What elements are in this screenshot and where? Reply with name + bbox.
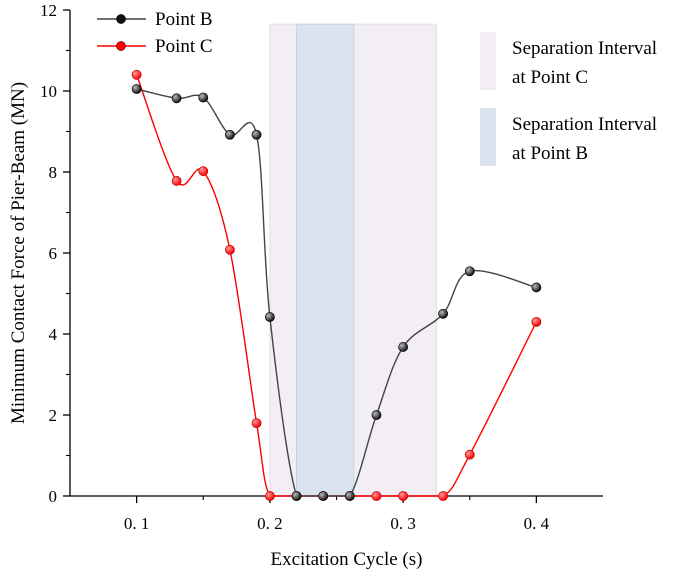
y-tick-label: 4 (49, 325, 58, 344)
point-point-b (264, 312, 275, 322)
point-point-c (131, 69, 142, 80)
x-tick-label: 0. 2 (257, 514, 283, 533)
x-tick-label: 0. 1 (124, 514, 150, 533)
point-point-b (251, 129, 262, 140)
point-point-c (198, 166, 209, 177)
point-point-c (224, 244, 235, 255)
y-tick-label: 8 (49, 163, 58, 182)
y-axis-title: Minimum Contact Force of Pier-Beam (MN) (8, 82, 29, 424)
x-ticks: 0. 1 0. 2 0. 3 0. 4 (124, 496, 550, 533)
point-point-b (344, 491, 355, 501)
y-tick-label: 6 (49, 244, 58, 263)
point-point-b (131, 84, 142, 94)
point-point-b (291, 491, 302, 501)
legend-marker (116, 41, 126, 51)
series-point-b (131, 84, 542, 501)
region-legend-item: Separation Interval at Point C (480, 32, 657, 90)
y-tick-label: 12 (40, 1, 57, 20)
x-tick-label: 0. 3 (390, 514, 416, 533)
point-point-b (224, 129, 235, 140)
region-legend-swatch (480, 108, 496, 166)
point-point-c (531, 316, 542, 327)
point-point-c (398, 491, 409, 501)
legend-marker (116, 14, 126, 24)
y-ticks: 0 2 4 6 8 10 12 (40, 1, 70, 506)
y-tick-label: 10 (40, 82, 57, 101)
legend-item-point-c: Point C (97, 36, 213, 57)
region-separation-interval-at-point-b (296, 23, 355, 497)
point-point-b (531, 282, 542, 293)
x-axis-title: Excitation Cycle (s) (271, 549, 423, 570)
point-point-c (171, 176, 182, 186)
region-legend-label: at Point B (512, 143, 588, 164)
point-point-b (398, 342, 409, 352)
point-point-c (264, 491, 275, 501)
legend-item-point-b: Point B (97, 9, 213, 30)
legend-label: Point B (155, 9, 213, 30)
point-point-b (198, 92, 209, 103)
point-point-b (171, 93, 182, 104)
y-tick-label: 0 (49, 487, 58, 506)
point-point-b (438, 308, 448, 319)
region-legend-label: Separation Interval (512, 38, 657, 59)
series-legend: Point B Point C (97, 9, 213, 57)
point-point-c (438, 491, 448, 501)
point-point-b (464, 266, 475, 277)
y-tick-label: 2 (49, 406, 58, 425)
shaded-regions (269, 23, 437, 497)
region-legend-label: Separation Interval (512, 114, 657, 135)
legend-label: Point C (155, 36, 213, 57)
x-tick-label: 0. 4 (524, 514, 550, 533)
region-legend-item: Separation Interval at Point B (480, 108, 657, 166)
point-point-c (251, 418, 262, 428)
region-legend-label: at Point C (512, 67, 588, 88)
point-point-c (371, 491, 382, 501)
series-group (131, 69, 542, 501)
point-point-b (371, 410, 382, 420)
point-point-b (318, 491, 329, 501)
region-legend-swatch (480, 32, 496, 90)
point-point-c (464, 449, 475, 460)
